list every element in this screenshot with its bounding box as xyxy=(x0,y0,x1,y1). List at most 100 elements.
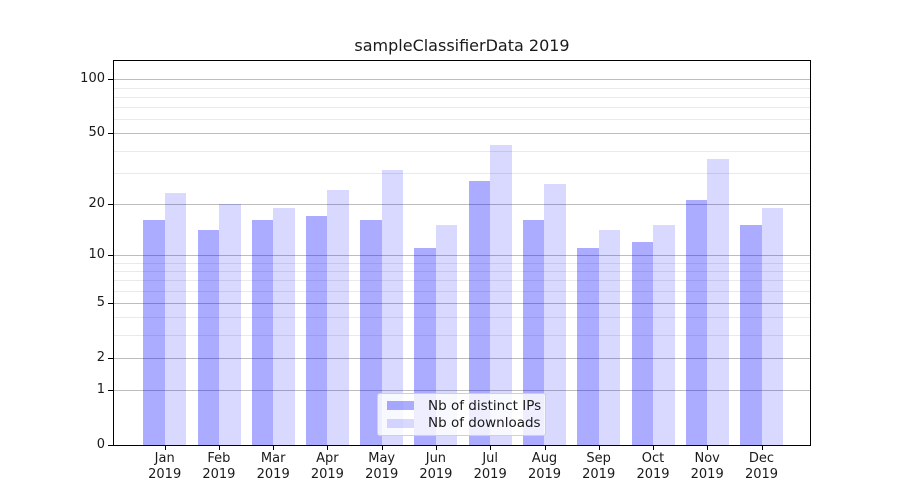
major-gridline-5 xyxy=(114,303,810,304)
x-tick-mark-apr xyxy=(327,446,329,450)
bar-mar-downloads xyxy=(273,207,295,445)
y-tick-label-2: 2 xyxy=(96,349,105,365)
y-tick-mark-100 xyxy=(108,79,113,81)
plot-area xyxy=(113,60,811,446)
legend-entry-downloads: Nb of downloads xyxy=(387,415,541,431)
minor-gridline-70 xyxy=(114,107,810,109)
x-tick-year: 2019 xyxy=(256,467,290,482)
y-tick-mark-1 xyxy=(108,390,113,392)
bar-mar-distinct-ips xyxy=(251,220,274,445)
y-tick-label-50: 50 xyxy=(88,125,105,141)
bar-jun-downloads xyxy=(435,225,458,445)
bar-aug-downloads xyxy=(544,183,566,445)
x-tick-year: 2019 xyxy=(527,467,562,482)
y-tick-label-100: 100 xyxy=(80,71,105,87)
major-gridline-2 xyxy=(114,357,810,359)
x-tick-month: Sep xyxy=(586,451,611,466)
minor-gridline-30 xyxy=(114,172,810,174)
legend-swatch-distinct-ips xyxy=(387,401,414,411)
major-gridline-50 xyxy=(114,133,810,135)
y-tick-mark-5 xyxy=(108,303,113,304)
x-tick-month: Aug xyxy=(531,451,558,466)
x-tick-year: 2019 xyxy=(419,467,453,482)
x-tick-month: Dec xyxy=(748,451,775,466)
x-tick-mark-aug xyxy=(544,446,546,450)
y-tick-label-0: 0 xyxy=(96,437,105,452)
x-tick-label-jul: Jul 2019 xyxy=(462,451,518,483)
x-tick-mark-sep xyxy=(598,446,600,450)
bar-feb-distinct-ips xyxy=(197,230,219,445)
x-tick-label-may: May 2019 xyxy=(354,451,410,483)
minor-gridline-7 xyxy=(114,280,810,282)
x-tick-year: 2019 xyxy=(473,467,507,482)
bar-oct-distinct-ips xyxy=(631,241,653,445)
bar-jul-downloads xyxy=(490,145,512,445)
x-tick-year: 2019 xyxy=(690,467,724,482)
bar-may-distinct-ips xyxy=(360,220,382,445)
legend: Nb of distinct IPs Nb of downloads xyxy=(377,393,546,436)
x-tick-label-aug: Aug 2019 xyxy=(517,451,573,483)
x-tick-month: Jan xyxy=(154,451,175,466)
x-tick-label-jun: Jun 2019 xyxy=(408,451,464,483)
x-tick-label-sep: Sep 2019 xyxy=(571,451,627,483)
x-tick-mark-jul xyxy=(490,446,492,450)
minor-gridline-8 xyxy=(114,270,810,272)
x-tick-month: Nov xyxy=(694,451,720,466)
y-tick-mark-10 xyxy=(108,254,113,256)
bar-apr-distinct-ips xyxy=(305,215,328,445)
major-gridline-10 xyxy=(114,254,810,256)
x-tick-mark-nov xyxy=(707,446,709,450)
x-tick-label-oct: Oct 2019 xyxy=(625,451,681,483)
y-tick-mark-0 xyxy=(108,445,113,446)
legend-swatch-downloads xyxy=(387,418,414,428)
major-gridline-100 xyxy=(114,79,810,81)
y-tick-label-1: 1 xyxy=(96,382,105,398)
y-tick-label-20: 20 xyxy=(88,195,105,211)
x-tick-month: Jul xyxy=(482,451,499,466)
x-tick-mark-mar xyxy=(273,446,275,450)
minor-gridline-80 xyxy=(114,96,810,98)
x-tick-year: 2019 xyxy=(744,467,779,482)
x-tick-mark-may xyxy=(381,446,383,450)
bar-apr-downloads xyxy=(327,189,349,445)
x-tick-label-mar: Mar 2019 xyxy=(245,451,301,483)
bar-jul-distinct-ips xyxy=(468,180,491,445)
x-tick-year: 2019 xyxy=(636,467,670,482)
y-tick-mark-50 xyxy=(108,133,113,135)
bar-jan-distinct-ips xyxy=(143,220,165,445)
minor-gridline-90 xyxy=(114,87,810,89)
bar-feb-downloads xyxy=(219,203,241,445)
bar-dec-distinct-ips xyxy=(740,225,762,445)
x-tick-mark-dec xyxy=(761,446,763,450)
x-tick-month: Oct xyxy=(641,451,665,466)
minor-gridline-60 xyxy=(114,119,810,121)
y-tick-mark-20 xyxy=(108,203,113,205)
x-tick-year: 2019 xyxy=(582,467,616,482)
bar-sep-distinct-ips xyxy=(577,248,599,445)
x-tick-year: 2019 xyxy=(202,467,236,482)
bar-aug-distinct-ips xyxy=(522,220,545,445)
bar-nov-downloads xyxy=(707,158,729,445)
bar-sep-downloads xyxy=(598,230,621,445)
y-tick-mark-2 xyxy=(108,357,113,359)
major-gridline-20 xyxy=(114,203,810,205)
minor-gridline-6 xyxy=(114,290,810,292)
x-tick-label-jan: Jan 2019 xyxy=(137,451,193,483)
minor-gridline-9 xyxy=(114,262,810,264)
x-tick-label-feb: Feb 2019 xyxy=(191,451,247,483)
x-tick-year: 2019 xyxy=(148,467,182,482)
bar-dec-downloads xyxy=(761,207,783,445)
y-tick-label-10: 10 xyxy=(88,246,105,262)
x-tick-mark-jan xyxy=(164,446,166,450)
x-tick-label-dec: Dec 2019 xyxy=(734,451,790,483)
x-tick-month: May xyxy=(368,451,396,466)
legend-label-downloads: Nb of downloads xyxy=(428,415,541,432)
x-tick-label-apr: Apr 2019 xyxy=(299,451,355,483)
x-tick-year: 2019 xyxy=(365,467,399,482)
x-tick-mark-feb xyxy=(218,446,220,450)
bar-may-downloads xyxy=(381,170,404,445)
x-tick-mark-oct xyxy=(653,446,654,450)
bar-oct-downloads xyxy=(653,225,675,445)
legend-entry-distinct-ips: Nb of distinct IPs xyxy=(387,398,541,414)
